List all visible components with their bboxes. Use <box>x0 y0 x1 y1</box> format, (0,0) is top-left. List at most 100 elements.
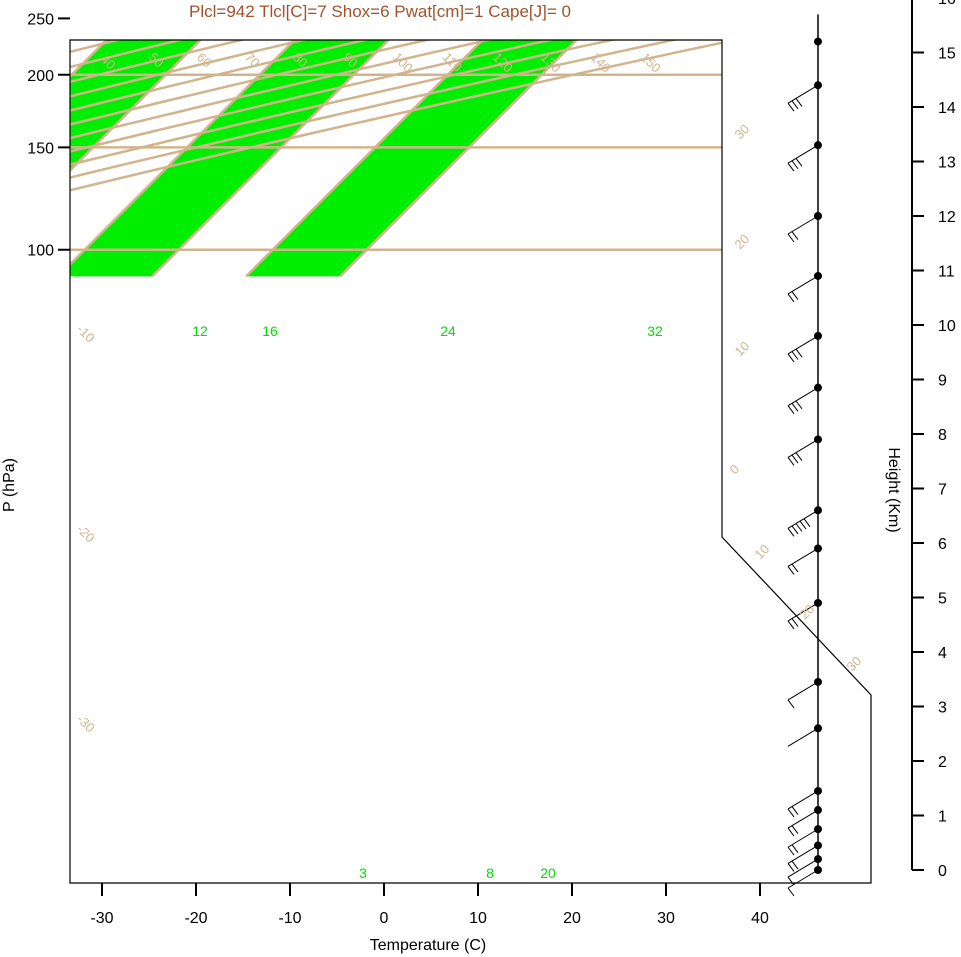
isotherm-label: 10 <box>732 338 753 359</box>
wind-barb-feather <box>791 825 799 834</box>
height-tick-label: 7 <box>938 482 947 499</box>
height-tick-label: 8 <box>938 427 947 444</box>
chart-title: Plcl=942 Tlcl[C]=7 Shox=6 Pwat[cm]=1 Cap… <box>189 2 571 21</box>
x-tick-label: -20 <box>184 910 207 927</box>
wind-barb-feather <box>787 293 795 303</box>
wind-barb-feather <box>791 231 799 240</box>
x-tick-label: -10 <box>278 910 301 927</box>
isotherm-label: -20 <box>74 522 98 546</box>
pressure-tick-label: 150 <box>27 140 54 157</box>
isotherm-band <box>0 0 32 276</box>
wind-barbs <box>787 14 822 897</box>
wind-barb-shaft <box>787 790 819 810</box>
height-axis-label: Height (Km) <box>885 447 902 532</box>
x-tick-label: 30 <box>657 910 675 927</box>
height-tick-label: 0 <box>938 863 947 880</box>
x-tick-label: 10 <box>469 910 487 927</box>
height-tick-label: 9 <box>938 373 947 390</box>
height-tick-label: 2 <box>938 754 947 771</box>
height-tick-label: 13 <box>938 155 956 172</box>
height-axis: 012345678910111213141516 <box>911 0 956 880</box>
wind-barb-shaft <box>787 509 819 529</box>
pressure-axis: 1001502002503004005007008501000 <box>27 11 70 260</box>
wind-barb-feather <box>791 351 799 360</box>
wind-barb-shaft <box>787 845 819 864</box>
wind-barb-shaft <box>787 681 819 701</box>
wind-barb-shaft <box>787 602 819 622</box>
theta-label: 60 <box>194 50 215 71</box>
height-tick-label: 16 <box>938 0 956 8</box>
theta-label: 150 <box>638 50 664 76</box>
wind-barb-feather <box>795 348 803 358</box>
wind-barb-shaft <box>787 335 819 355</box>
wind-barb-shaft <box>787 387 819 407</box>
wind-barb-feather <box>795 452 803 461</box>
isotherm-band <box>246 40 871 277</box>
height-tick-label: 15 <box>938 46 956 63</box>
wind-barb-feather <box>791 563 799 573</box>
pressure-tick-label: 250 <box>27 11 54 28</box>
plot-frame <box>69 39 872 884</box>
pressure-tick-label: 100 <box>27 243 54 260</box>
wind-barb-feather <box>795 158 803 167</box>
y-axis-label: P (hPa) <box>1 458 18 512</box>
wind-barb-feather <box>791 402 799 412</box>
wind-barb-feather <box>791 844 799 854</box>
isotherm-label: 10 <box>752 541 773 562</box>
mixing-ratio-label: 32 <box>647 323 663 339</box>
wind-barb-feather <box>787 566 795 575</box>
height-tick-label: 10 <box>938 318 956 335</box>
height-tick-label: 11 <box>938 264 955 281</box>
wind-barb-shaft <box>787 828 819 848</box>
isotherm-label: 0 <box>727 461 743 477</box>
wind-barb-shaft <box>787 858 819 878</box>
wind-barb-shaft <box>787 548 819 567</box>
wind-barb-feather <box>803 518 811 528</box>
isotherm-line <box>339 40 871 278</box>
wind-barb-feather <box>791 860 799 870</box>
x-tick-label: 40 <box>751 910 769 927</box>
height-tick-label: 12 <box>938 209 956 226</box>
wind-barb-shaft <box>787 215 819 235</box>
isotherm-label: 30 <box>732 121 753 142</box>
wind-barb-feather <box>787 353 795 363</box>
isotherm-line <box>245 40 871 278</box>
wind-barb-feather <box>787 808 795 818</box>
x-tick-label: -30 <box>90 910 113 927</box>
isotherm-line <box>70 40 691 278</box>
wind-barb-feather <box>795 400 803 410</box>
wind-barb-feather <box>787 863 795 872</box>
wind-barb-feather <box>799 520 807 530</box>
wind-barb-feather <box>791 160 799 170</box>
height-tick-label: 3 <box>938 700 947 717</box>
wind-barb-shaft <box>787 144 819 164</box>
height-tick-label: 6 <box>938 536 947 553</box>
isotherm-line <box>0 0 32 276</box>
wind-barb-feather <box>795 523 803 532</box>
isotherm-band <box>70 40 785 277</box>
wind-barb-feather <box>791 454 799 464</box>
wind-barb-feather <box>787 887 795 897</box>
wind-barb-shaft <box>787 869 819 889</box>
height-tick-label: 5 <box>938 591 947 608</box>
mixing-ratio-label: 8 <box>486 865 494 881</box>
wind-barb-feather <box>787 527 795 537</box>
isotherm-label: -10 <box>74 322 98 346</box>
height-tick-label: 4 <box>938 645 947 662</box>
wind-barb-shaft <box>787 275 819 295</box>
wind-barb-feather <box>787 827 795 837</box>
wind-barb-feather <box>787 876 795 886</box>
wind-barb-feather <box>787 405 795 414</box>
wind-barb-feather <box>787 102 795 112</box>
wind-barb-feather <box>787 620 795 630</box>
height-tick-label: 1 <box>938 809 947 826</box>
wind-barb-feather <box>787 846 795 856</box>
wind-barb-shaft <box>787 439 819 458</box>
barb-dot <box>814 37 822 46</box>
background-lines <box>0 0 871 278</box>
isotherm-label: 20 <box>732 231 753 252</box>
wind-barb-feather <box>787 162 795 172</box>
wind-barb-feather <box>791 525 799 535</box>
mixing-ratio-label: 3 <box>359 865 367 881</box>
